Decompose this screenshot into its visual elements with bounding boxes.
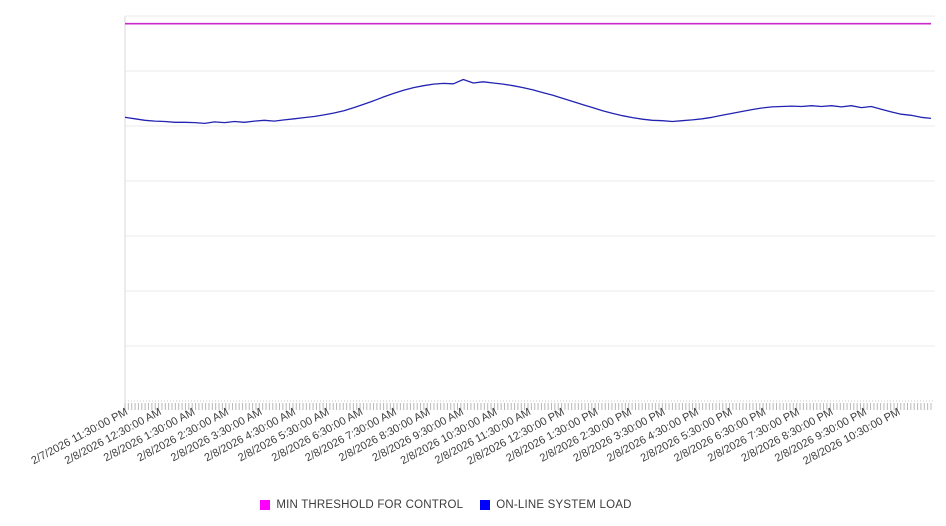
min-threshold-swatch-icon bbox=[260, 500, 271, 510]
legend-label-min-threshold: MIN THRESHOLD FOR CONTROL bbox=[276, 499, 464, 511]
x-minor-ticks bbox=[124, 403, 932, 410]
online-system-load-line bbox=[124, 78, 932, 125]
legend-item-min-threshold: MIN THRESHOLD FOR CONTROL bbox=[260, 499, 463, 511]
legend-item-online-system-load: ON-LINE SYSTEM LOAD bbox=[480, 499, 631, 511]
online-system-load-swatch-icon bbox=[480, 500, 491, 510]
legend-label-online-system-load: ON-LINE SYSTEM LOAD bbox=[496, 499, 632, 511]
chart-legend: MIN THRESHOLD FOR CONTROL ON-LINE SYSTEM… bbox=[0, 499, 946, 511]
